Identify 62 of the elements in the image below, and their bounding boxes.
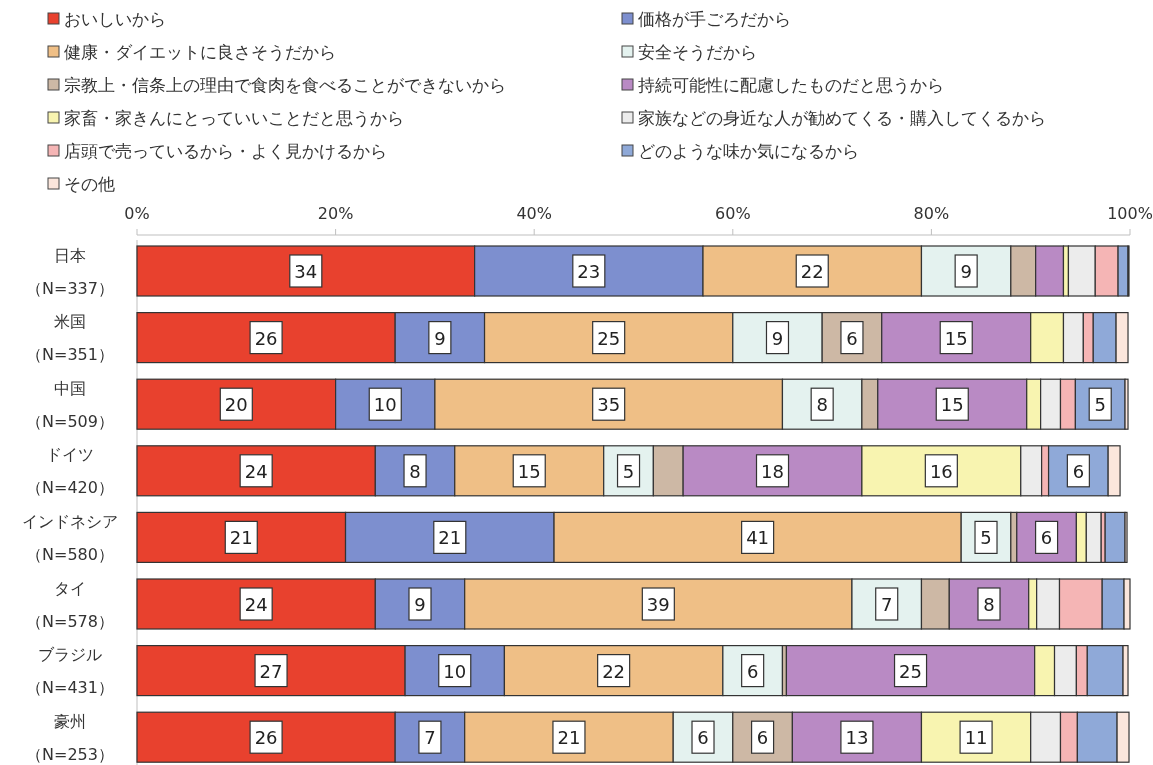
data-label: 21 [229,527,253,549]
x-tick-label: 60% [715,204,751,223]
data-label: 5 [622,460,635,482]
legend-label: 家畜・家きんにとっていいことだと思うから [64,108,404,128]
data-label: 6 [846,327,858,349]
data-label: 13 [845,727,869,749]
data-label: 27 [259,660,283,682]
data-label: 7 [424,727,436,749]
data-label: 23 [577,261,601,282]
legend-label: 宗教上・信条上の理由で食肉を食べることができないから [64,75,506,95]
x-tick-label: 100% [1107,204,1153,223]
data-label: 24 [244,594,268,615]
legend-label: 店頭で売っているから・よく見かけるから [64,141,387,161]
legend-label: 家族などの身近な人が勧めてくる・購入してくるから [638,108,1046,128]
data-label: 6 [746,660,759,682]
data-label: 5 [980,527,992,549]
data-label: 41 [746,527,770,549]
data-label: 11 [964,727,988,749]
data-label: 8 [983,594,995,615]
x-tick-label: 20% [317,204,354,223]
data-label: 15 [940,394,964,416]
data-label: 9 [414,594,426,615]
data-label: 6 [1072,460,1085,482]
legend-label: 持続可能性に配慮したものだと思うから [638,75,944,95]
data-label: 18 [761,460,784,482]
data-label: 6 [1040,527,1053,549]
data-label: 9 [771,327,784,349]
data-label: 16 [929,460,953,482]
data-label: 22 [800,261,824,282]
data-label: 20 [224,394,248,416]
data-label: 9 [960,261,972,282]
x-tick-label: 40% [516,204,552,223]
legend-label: どのような味か気になるから [638,141,859,161]
legend-label: 健康・ダイエットに良さそうだから [64,42,336,62]
data-label: 34 [294,261,318,282]
legend-label: 安全そうだから [638,42,757,62]
data-label: 26 [254,327,278,349]
data-label: 8 [816,394,828,416]
x-tick-label: 80% [913,204,950,223]
data-label: 10 [373,394,397,416]
data-label: 7 [880,594,893,615]
legend-label: その他 [64,174,115,194]
data-label: 21 [438,527,462,549]
data-label: 15 [944,327,968,349]
data-label: 15 [517,460,541,482]
data-label: 5 [1094,394,1106,416]
data-label: 9 [434,327,446,349]
data-label: 6 [756,727,769,749]
legend-label: 価格が手ごろだから [638,9,791,29]
data-label: 25 [597,327,621,349]
data-label: 8 [409,460,421,482]
data-label: 35 [597,394,621,416]
data-label: 39 [646,594,670,615]
data-label: 22 [602,660,626,682]
data-label: 10 [443,660,467,682]
data-label: 6 [697,727,709,749]
legend-label: おいしいから [64,9,166,29]
data-label: 25 [899,660,922,682]
data-label: 24 [244,460,268,482]
data-label: 26 [254,727,278,749]
x-tick-label: 0% [124,204,150,223]
data-label: 21 [557,727,581,749]
